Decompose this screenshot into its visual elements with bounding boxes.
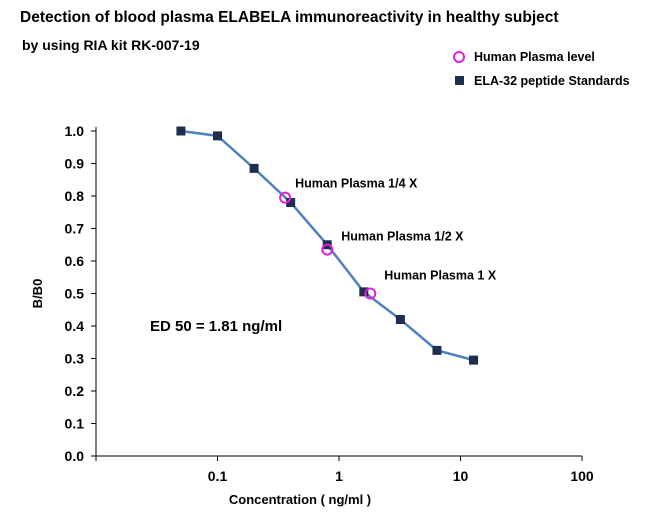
- standard-point-marker: [469, 355, 479, 365]
- plasma-annotation: Human Plasma 1/2 X: [341, 230, 464, 244]
- x-tick-label: 100: [570, 468, 594, 484]
- x-tick-label: 10: [453, 468, 469, 484]
- y-tick-label: 0.3: [65, 351, 85, 367]
- y-tick-label: 0.9: [65, 156, 85, 172]
- legend-standards-label: ELA-32 peptide Standards: [474, 74, 630, 88]
- y-tick-label: 0.2: [65, 383, 85, 399]
- chart-subtitle: by using RIA kit RK-007-19: [22, 37, 200, 53]
- y-tick-label: 0.5: [65, 286, 85, 302]
- axes: 0.0 0.1 0.2 0.3 0.4 0.5 0.6 0.7 0.8 0.9 1.0 0.1 1 10 1…: [65, 123, 594, 484]
- y-tick-label: 0.0: [65, 448, 85, 464]
- standard-point-marker: [432, 345, 442, 355]
- y-tick-label: 1.0: [65, 123, 85, 139]
- plasma-annotation: Human Plasma 1 X: [384, 269, 497, 283]
- standard-point-marker: [176, 126, 186, 136]
- standard-point-marker: [359, 287, 369, 297]
- legend-plasma-label: Human Plasma level: [474, 50, 595, 64]
- plasma-point-marker: [321, 243, 334, 256]
- standard-point-marker: [395, 315, 405, 324]
- standard-point-marker: [249, 163, 259, 173]
- standard-point-marker: [213, 131, 222, 141]
- x-axis-title: Concentration ( ng/ml ): [229, 492, 371, 507]
- labels: Concentration ( ng/ml ) B/B0 Human Plasma …: [30, 50, 630, 507]
- standard-point-marker: [286, 198, 296, 207]
- legend-plasma-marker: [453, 51, 465, 63]
- y-tick-label: 0.6: [65, 253, 85, 269]
- chart-title: Detection of blood plasma ELABELA immuno…: [20, 9, 559, 26]
- plasma-point-marker: [279, 191, 292, 204]
- ed50-annotation: ED 50 = 1.81 ng/ml: [150, 318, 282, 335]
- plasma-point-marker: [364, 287, 377, 300]
- plasma-annotation: Human Plasma 1/4 X: [295, 177, 418, 191]
- y-tick-label: 0.4: [65, 318, 85, 334]
- x-tick-label: 0.1: [208, 468, 228, 484]
- y-tick-label: 0.1: [65, 416, 85, 432]
- legend-standards-marker: [455, 76, 464, 85]
- x-tick-label: 1: [335, 468, 343, 484]
- y-tick-label: 0.7: [65, 221, 85, 237]
- y-axis-title: B/B0: [30, 279, 45, 309]
- series-layer: [176, 126, 479, 365]
- y-tick-label: 0.8: [65, 188, 85, 204]
